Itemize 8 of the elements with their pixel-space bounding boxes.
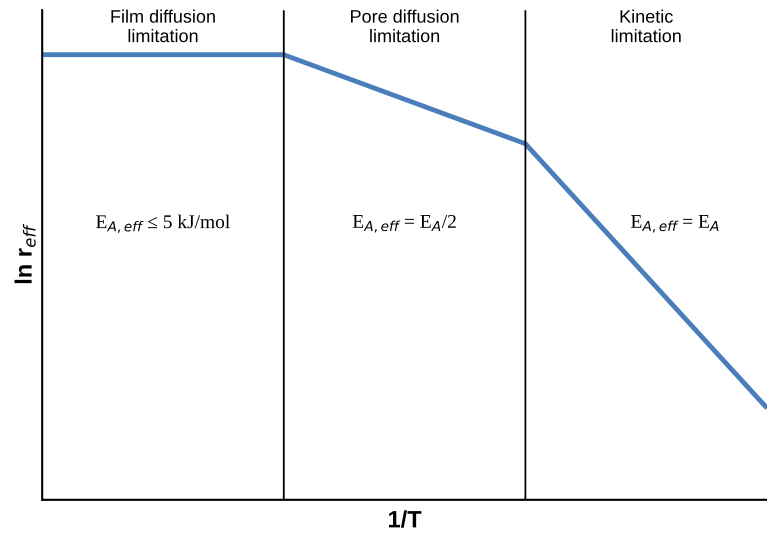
annotation: E$_{A,eff}$ = E$_{A}$/2 (352, 214, 456, 233)
x-axis-title: 1/T (389, 510, 422, 528)
text: Film diffusion limitation (111, 10, 215, 42)
annotation: E$_{A,eff}$ ≤ 5 kJ/mol (96, 214, 230, 233)
text: Kinetic limitation (612, 10, 681, 42)
annotation: E$_{A,eff}$ = E$_{A}$ (631, 215, 718, 233)
text: Pore diffusion limitation (351, 10, 458, 42)
y-axis-title: ln r$_{eff}$ (14, 224, 36, 284)
